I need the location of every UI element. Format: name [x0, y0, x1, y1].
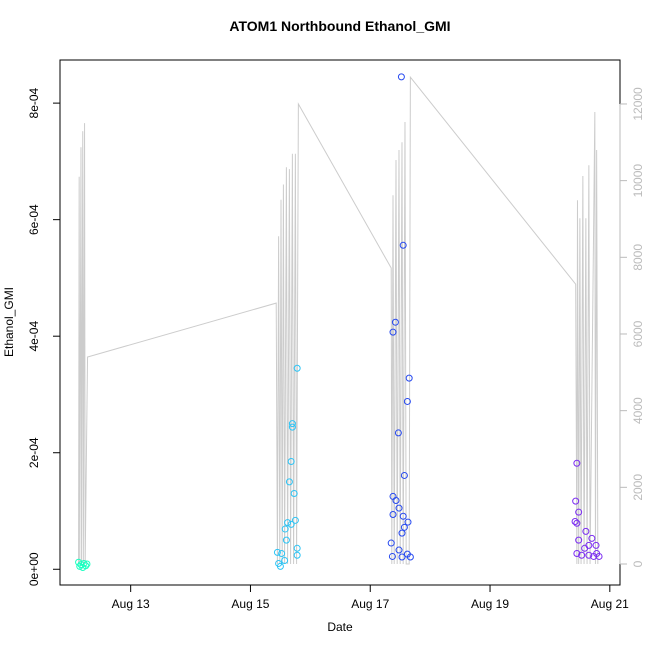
point	[403, 397, 411, 405]
point	[399, 512, 407, 520]
point	[389, 328, 397, 336]
point	[387, 539, 395, 547]
point	[573, 459, 581, 467]
point	[391, 318, 399, 326]
y-tick-label: 0e+00	[27, 552, 41, 586]
y-tick-label: 6e-04	[27, 204, 41, 235]
point	[388, 552, 396, 560]
y-tick-label: 8e-04	[27, 87, 41, 118]
point	[287, 457, 295, 465]
point	[281, 557, 289, 565]
x-tick-label: Aug 21	[591, 597, 629, 611]
y2-tick-label: 0	[631, 560, 645, 567]
y2-tick-label: 8000	[631, 244, 645, 271]
point	[281, 525, 289, 533]
point	[293, 364, 301, 372]
y2-tick-label: 12000	[631, 87, 645, 121]
point	[582, 527, 590, 535]
point	[400, 523, 408, 531]
point	[575, 536, 583, 544]
point	[392, 497, 400, 505]
point	[397, 73, 405, 81]
point	[273, 548, 281, 556]
y2-tick-label: 10000	[631, 164, 645, 198]
point	[290, 490, 298, 498]
x-tick-label: Aug 17	[351, 597, 389, 611]
x-tick-label: Aug 19	[471, 597, 509, 611]
y-tick-label: 2e-04	[27, 437, 41, 468]
x-tick-label: Aug 15	[231, 597, 269, 611]
y2-tick-label: 4000	[631, 397, 645, 424]
point	[285, 478, 293, 486]
point	[588, 534, 596, 542]
point	[293, 551, 301, 559]
point	[400, 471, 408, 479]
y-tick-label: 4e-04	[27, 321, 41, 352]
point	[394, 429, 402, 437]
point	[389, 510, 397, 518]
point	[83, 560, 91, 568]
point	[572, 497, 580, 505]
ethanol-line	[78, 75, 599, 565]
point	[293, 544, 301, 552]
point	[398, 529, 406, 537]
y2-tick-label: 6000	[631, 320, 645, 347]
point	[395, 546, 403, 554]
x-tick-label: Aug 13	[112, 597, 150, 611]
point	[288, 423, 296, 431]
chart-title: ATOM1 Northbound Ethanol_GMI	[229, 18, 450, 34]
point	[278, 550, 286, 558]
point	[573, 519, 581, 527]
point	[282, 536, 290, 544]
point	[571, 517, 579, 525]
point	[291, 516, 299, 524]
point	[284, 519, 292, 527]
point	[404, 518, 412, 526]
point	[581, 544, 589, 552]
point	[398, 553, 406, 561]
point	[593, 550, 601, 558]
point	[395, 504, 403, 512]
point	[406, 553, 414, 561]
x-axis-label: Date	[327, 620, 353, 634]
y2-tick-label: 2000	[631, 474, 645, 501]
point	[288, 420, 296, 428]
point	[575, 508, 583, 516]
point	[585, 551, 593, 559]
point	[578, 551, 586, 559]
point	[405, 374, 413, 382]
point	[82, 562, 90, 570]
point	[592, 541, 600, 549]
y-axis-label: Ethanol_GMI	[2, 287, 16, 357]
point	[573, 550, 581, 558]
point	[287, 520, 295, 528]
point	[276, 562, 284, 570]
point	[399, 241, 407, 249]
